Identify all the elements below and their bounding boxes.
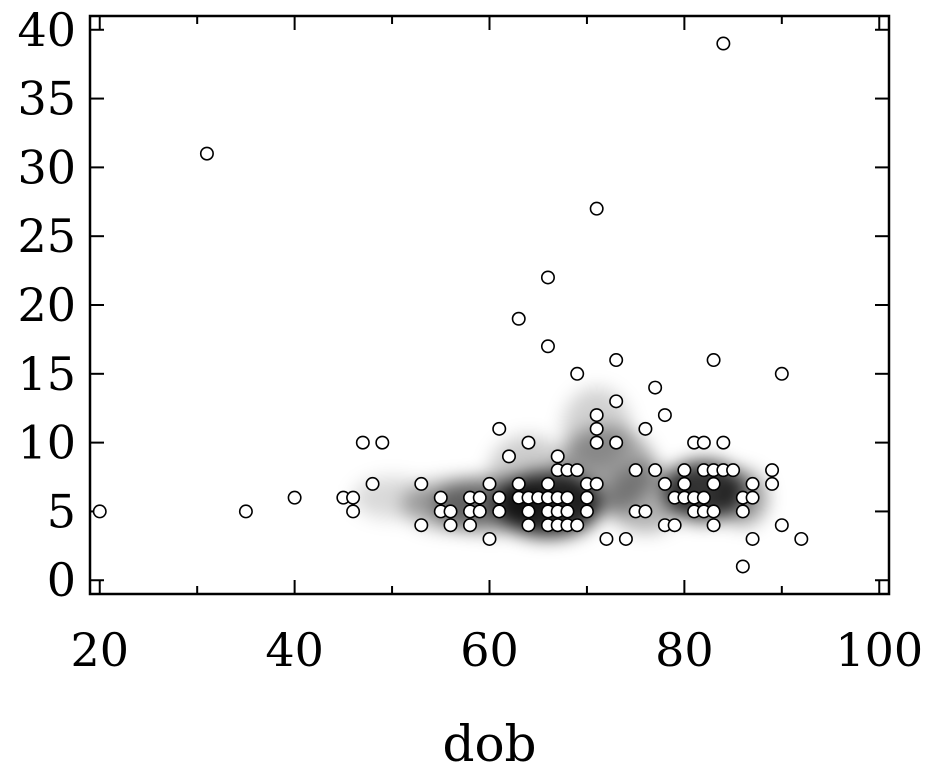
data-point [581, 491, 593, 503]
data-point [347, 491, 359, 503]
y-tick-label: 30 [17, 140, 76, 194]
x-tick-label: 80 [655, 623, 714, 677]
data-point [590, 436, 602, 448]
data-point [668, 519, 680, 531]
data-point [503, 450, 515, 462]
data-point [610, 395, 622, 407]
data-point [493, 491, 505, 503]
y-tick-label: 15 [17, 347, 76, 401]
data-point [795, 533, 807, 545]
data-point [590, 423, 602, 435]
data-point [639, 423, 651, 435]
data-point [483, 533, 495, 545]
x-tick-label: 20 [70, 623, 129, 677]
data-point [366, 478, 378, 490]
data-point [678, 478, 690, 490]
data-point [201, 147, 213, 159]
data-point [94, 505, 106, 517]
data-point [347, 505, 359, 517]
data-point [590, 409, 602, 421]
data-point [590, 202, 602, 214]
data-point [493, 505, 505, 517]
x-tick-label: 100 [835, 623, 923, 677]
data-point [620, 533, 632, 545]
data-point [678, 464, 690, 476]
axis-ticks: 20 40 60 80 100 0 5 10 15 20 25 30 35 40 [17, 3, 923, 677]
data-point [649, 464, 661, 476]
data-point [542, 478, 554, 490]
x-tick-label: 60 [460, 623, 519, 677]
data-point [698, 491, 710, 503]
data-point [707, 354, 719, 366]
data-point [629, 464, 641, 476]
data-point [561, 491, 573, 503]
data-point [542, 340, 554, 352]
data-point [639, 505, 651, 517]
data-point [288, 491, 300, 503]
data-point [483, 478, 495, 490]
data-point [610, 354, 622, 366]
data-point [590, 478, 602, 490]
y-tick-label: 40 [17, 3, 76, 57]
data-point [513, 313, 525, 325]
data-point [522, 519, 534, 531]
data-point [659, 409, 671, 421]
y-tick-label: 35 [17, 72, 76, 126]
y-tick-label: 10 [17, 416, 76, 470]
data-point [737, 560, 749, 572]
y-tick-label: 0 [47, 553, 76, 607]
data-point [357, 436, 369, 448]
data-point [522, 505, 534, 517]
data-point [766, 478, 778, 490]
data-point [746, 478, 758, 490]
data-point [571, 464, 583, 476]
data-point [746, 491, 758, 503]
data-point [464, 519, 476, 531]
data-point [444, 519, 456, 531]
data-point [727, 464, 739, 476]
data-point [561, 505, 573, 517]
x-axis-title: dob [442, 715, 536, 771]
data-point [776, 368, 788, 380]
data-point [766, 464, 778, 476]
data-point [717, 436, 729, 448]
data-point [746, 533, 758, 545]
data-point [474, 505, 486, 517]
data-point [717, 37, 729, 49]
data-point [610, 436, 622, 448]
y-tick-label: 5 [47, 484, 76, 538]
data-point [571, 368, 583, 380]
data-point [435, 491, 447, 503]
data-point [571, 519, 583, 531]
data-point [776, 519, 788, 531]
y-tick-label: 20 [17, 278, 76, 332]
data-point [493, 423, 505, 435]
data-point [513, 478, 525, 490]
data-point [415, 519, 427, 531]
data-point [649, 381, 661, 393]
data-point [707, 478, 719, 490]
data-point [581, 505, 593, 517]
data-point [552, 450, 564, 462]
data-point [542, 271, 554, 283]
data-point [707, 505, 719, 517]
data-point [474, 491, 486, 503]
data-point [698, 436, 710, 448]
data-point [737, 505, 749, 517]
data-point [376, 436, 388, 448]
data-point [600, 533, 612, 545]
y-tick-label: 25 [17, 209, 76, 263]
x-tick-label: 40 [265, 623, 324, 677]
data-point [240, 505, 252, 517]
data-point [707, 519, 719, 531]
data-point [415, 478, 427, 490]
data-point [659, 478, 671, 490]
data-point [522, 436, 534, 448]
data-point [444, 505, 456, 517]
